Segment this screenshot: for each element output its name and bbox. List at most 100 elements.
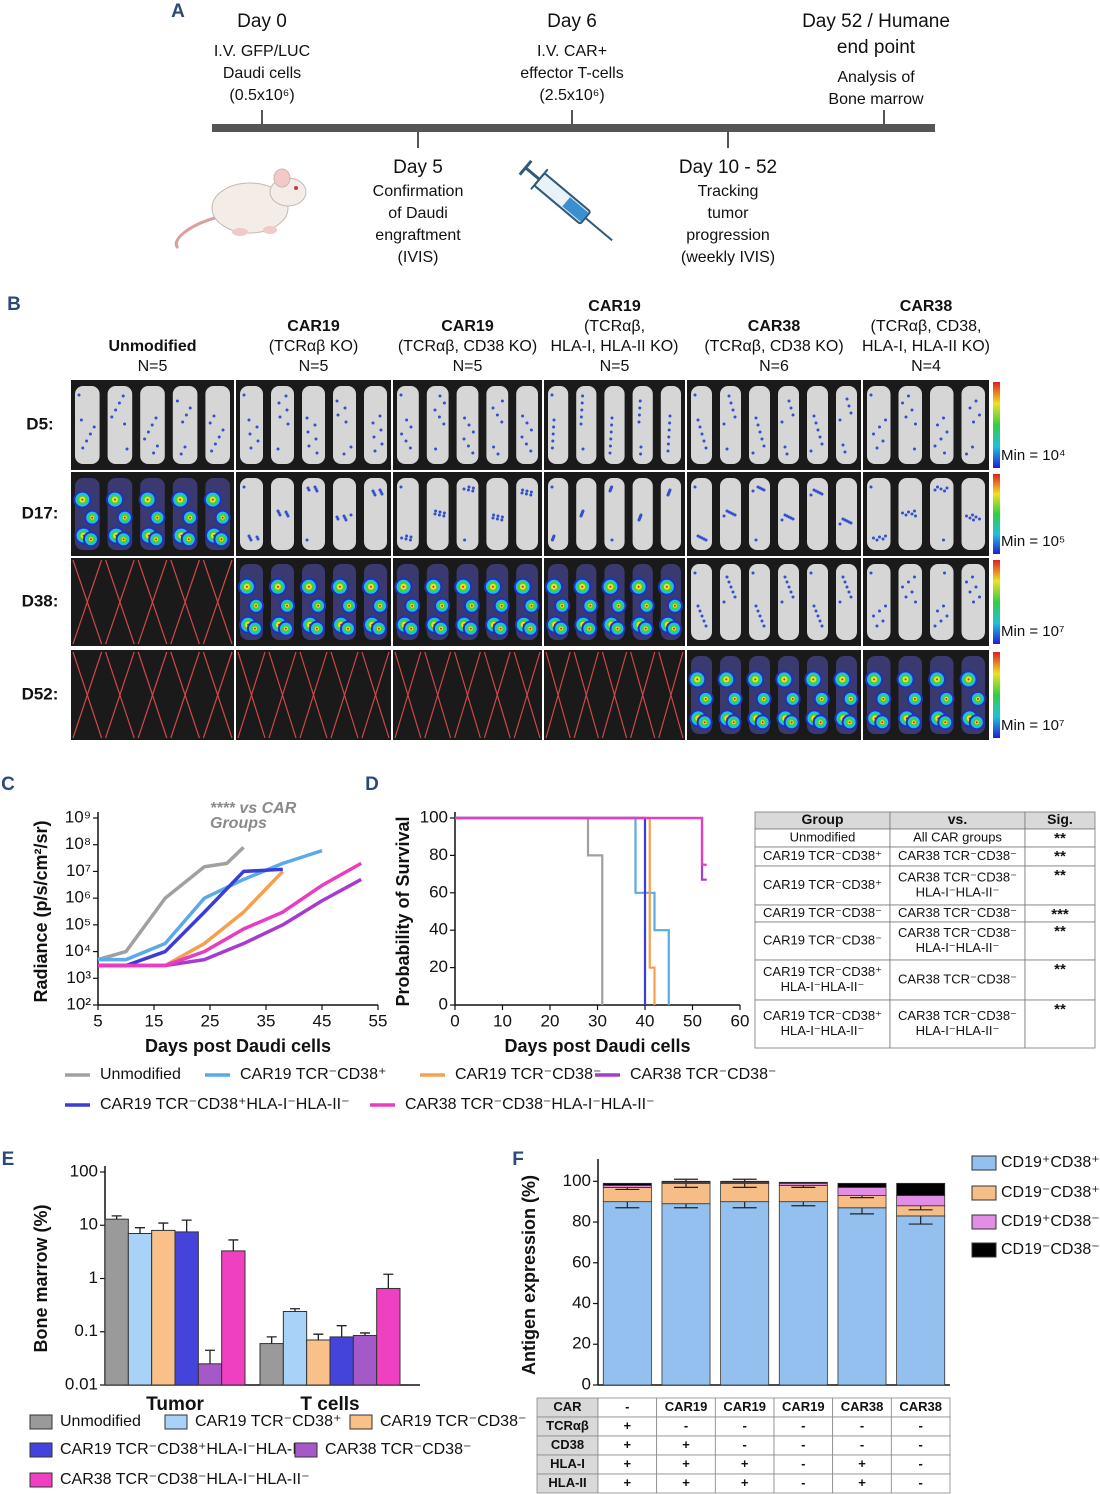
signal-blob bbox=[411, 604, 414, 607]
mouse-image bbox=[516, 386, 538, 464]
group-detail: N=4 bbox=[911, 358, 941, 375]
signal-speck bbox=[783, 513, 787, 517]
signal-speck bbox=[639, 452, 643, 456]
legend-swatch bbox=[971, 1155, 997, 1171]
panel-label: D bbox=[365, 774, 379, 795]
x-tick-label: 30 bbox=[588, 1011, 607, 1030]
mouse-image bbox=[691, 386, 712, 464]
signal-speck bbox=[313, 423, 317, 427]
mouse-image bbox=[486, 478, 509, 550]
signal-blob bbox=[754, 678, 757, 681]
signal-speck bbox=[978, 595, 981, 599]
signal-blob bbox=[410, 627, 413, 630]
table-row-header: HLA-II bbox=[548, 1475, 586, 1490]
signal-speck bbox=[780, 420, 784, 424]
signal-speck bbox=[760, 437, 764, 441]
bar-segment bbox=[837, 1182, 887, 1188]
legend-label: CAR38 TCR⁻CD38⁻ bbox=[630, 1066, 776, 1083]
group-name: CAR19 bbox=[441, 318, 494, 335]
table-header: Group bbox=[802, 811, 844, 827]
group-detail: N=6 bbox=[759, 358, 789, 375]
x-tick-label: 35 bbox=[257, 1011, 276, 1030]
signal-speck bbox=[551, 432, 555, 436]
signal-speck bbox=[579, 415, 583, 419]
signal-speck bbox=[349, 513, 353, 517]
significance: ** bbox=[1054, 867, 1066, 884]
table-cell-text: - bbox=[742, 1418, 746, 1433]
mouse-image bbox=[898, 564, 922, 640]
mouse-image bbox=[205, 386, 230, 464]
signal-speck bbox=[123, 422, 127, 426]
signal-speck bbox=[913, 447, 916, 451]
signal-speck bbox=[939, 487, 943, 491]
signal-speck bbox=[85, 439, 89, 443]
signal-speck bbox=[114, 408, 118, 412]
table-cell-text: CAR38 bbox=[841, 1399, 884, 1414]
signal-speck bbox=[869, 571, 873, 575]
signal-speck bbox=[942, 416, 945, 420]
signal-speck bbox=[183, 445, 187, 449]
legend-swatch bbox=[971, 1214, 997, 1230]
significance: ** bbox=[1054, 848, 1066, 865]
signal-speck bbox=[500, 518, 504, 522]
group-detail: (TCRαβ, CD38, bbox=[871, 318, 982, 335]
table-row-header: HLA-I bbox=[550, 1456, 585, 1471]
mouse-image bbox=[271, 386, 294, 464]
mouse-image bbox=[961, 386, 985, 464]
signal-speck bbox=[820, 624, 824, 628]
signal-speck bbox=[729, 401, 733, 405]
signal-blob bbox=[220, 538, 223, 541]
table-cell-text: - bbox=[860, 1437, 864, 1452]
signal-speck bbox=[693, 485, 697, 489]
signal-blob bbox=[91, 516, 94, 519]
signal-blob bbox=[500, 604, 503, 607]
signal-speck bbox=[809, 571, 813, 575]
signal-speck bbox=[809, 493, 813, 497]
signal-blob bbox=[462, 585, 465, 588]
bar-segment bbox=[720, 1180, 770, 1183]
signal-speck bbox=[433, 512, 437, 516]
mouse-image bbox=[397, 386, 419, 464]
signal-blob bbox=[377, 627, 380, 630]
table-cell bbox=[889, 865, 1026, 906]
signal-blob bbox=[338, 585, 341, 588]
signal-speck bbox=[700, 614, 704, 618]
signal-speck bbox=[125, 447, 129, 451]
signal-blob bbox=[221, 516, 224, 519]
error-bar bbox=[111, 1215, 122, 1220]
table-text: CAR19 TCR⁻CD38⁻ bbox=[763, 932, 882, 947]
signal-speck bbox=[943, 571, 946, 575]
signal-speck bbox=[110, 415, 114, 419]
signal-speck bbox=[667, 435, 671, 439]
y-tick-label: 10⁸ bbox=[65, 834, 91, 853]
color-scale bbox=[993, 560, 1000, 644]
legend-label: CD19⁻CD38⁻ bbox=[1001, 1241, 1100, 1258]
signal-speck bbox=[939, 437, 943, 441]
signal-blob bbox=[560, 627, 563, 630]
mouse-image bbox=[364, 478, 387, 550]
signal-blob bbox=[617, 604, 620, 607]
signal-speck bbox=[248, 432, 252, 436]
signal-speck bbox=[910, 590, 914, 594]
bar-segment bbox=[896, 1195, 946, 1207]
signal-speck bbox=[400, 432, 404, 436]
signal-speck bbox=[841, 575, 845, 579]
survival-curve bbox=[455, 816, 707, 881]
signal-speck bbox=[285, 408, 289, 412]
mouse-image bbox=[660, 478, 681, 550]
signal-speck bbox=[335, 515, 339, 519]
signal-speck bbox=[869, 393, 873, 397]
signal-blob bbox=[882, 697, 885, 700]
event-text: Confirmation bbox=[373, 183, 464, 200]
signal-speck bbox=[463, 416, 467, 420]
error-bar bbox=[336, 1325, 347, 1337]
y-tick-label: 10³ bbox=[66, 968, 91, 987]
table-text: All CAR groups bbox=[913, 829, 1002, 844]
signal-speck bbox=[529, 490, 533, 494]
signal-speck bbox=[256, 439, 260, 443]
table-cell-text: CAR19 bbox=[723, 1399, 766, 1414]
signal-speck bbox=[492, 513, 496, 517]
signal-speck bbox=[698, 609, 702, 613]
signal-speck bbox=[907, 580, 910, 584]
signal-speck bbox=[121, 394, 125, 398]
